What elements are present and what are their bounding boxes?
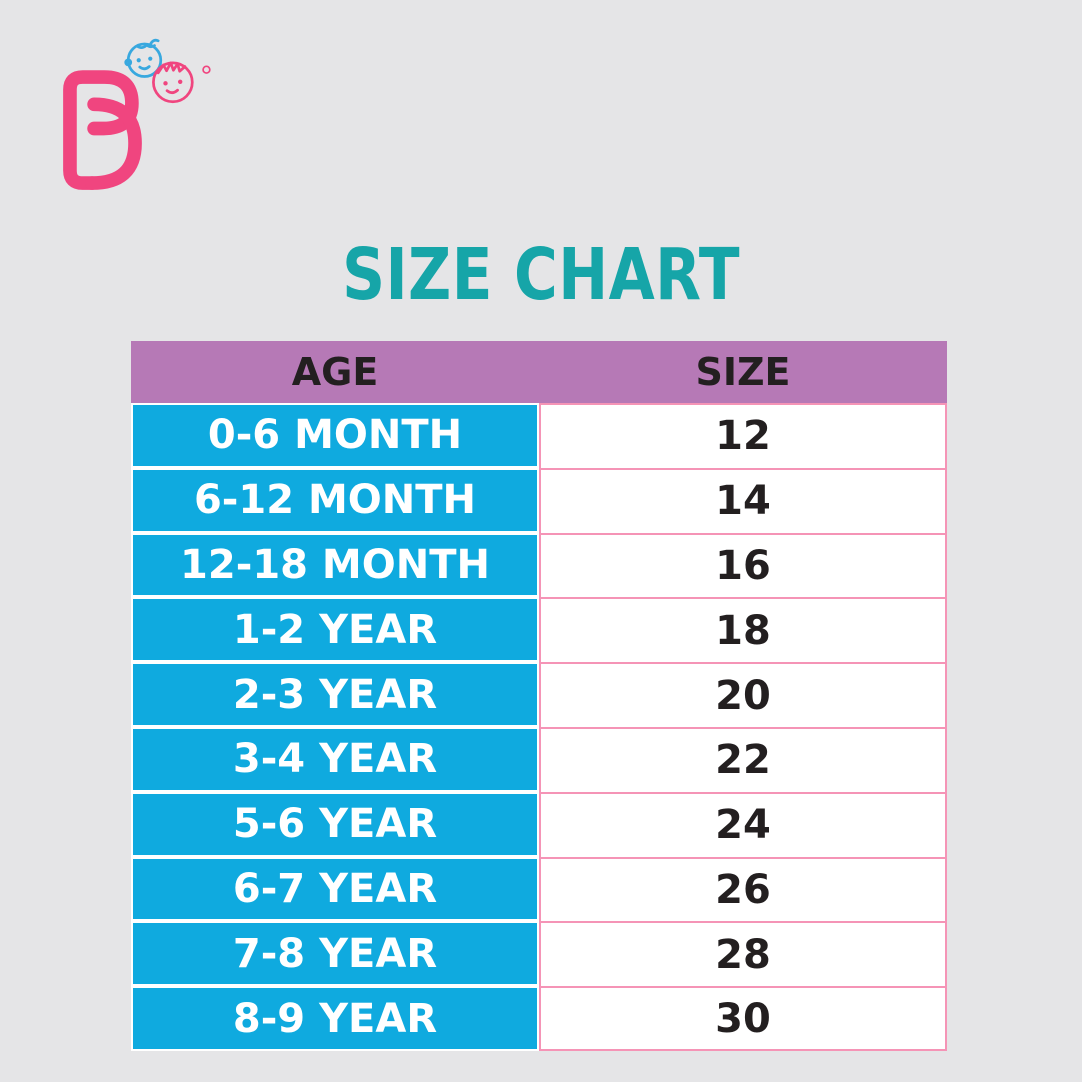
age-cell: 6-7 YEAR [131,856,539,922]
trademark-dot-icon [202,65,211,74]
size-cell: 16 [539,532,947,598]
letter-b-monogram-icon [63,70,142,190]
page-title: SIZE CHART [342,233,740,316]
table-row: 1-2 YEAR 18 [131,597,947,663]
table-row: 7-8 YEAR 28 [131,921,947,987]
table-row: 3-4 YEAR 22 [131,726,947,792]
table-row: 0-6 MONTH 12 [131,403,947,468]
table-row: 5-6 YEAR 24 [131,791,947,857]
size-cell: 26 [539,856,947,922]
size-chart-table: AGE SIZE 0-6 MONTH 12 6-12 MONTH 14 12-1… [131,341,947,1051]
age-cell: 3-4 YEAR [131,726,539,792]
table-row: 12-18 MONTH 16 [131,532,947,598]
table-row: 8-9 YEAR 30 [131,986,947,1051]
table-row: 6-12 MONTH 14 [131,467,947,533]
size-cell: 30 [539,986,947,1051]
table-row: 2-3 YEAR 20 [131,662,947,727]
column-header-size: SIZE [695,350,791,394]
baby-face-blue-icon [124,38,163,78]
size-cell: 18 [539,597,947,663]
size-cell: 28 [539,921,947,987]
age-cell: 5-6 YEAR [131,791,539,857]
size-cell: 12 [539,403,947,468]
age-cell: 7-8 YEAR [131,921,539,987]
size-cell: 22 [539,726,947,792]
size-cell: 24 [539,791,947,857]
size-cell: 14 [539,467,947,533]
table-header-row: AGE SIZE [131,341,947,403]
size-cell: 20 [539,662,947,727]
baby-face-pink-icon [152,61,194,104]
brand-logo [63,38,211,190]
age-cell: 1-2 YEAR [131,597,539,663]
column-header-age: AGE [291,350,379,394]
table-row: 6-7 YEAR 26 [131,856,947,922]
age-cell: 0-6 MONTH [131,403,539,468]
age-cell: 12-18 MONTH [131,532,539,598]
age-cell: 8-9 YEAR [131,986,539,1051]
age-cell: 2-3 YEAR [131,662,539,727]
age-cell: 6-12 MONTH [131,467,539,533]
